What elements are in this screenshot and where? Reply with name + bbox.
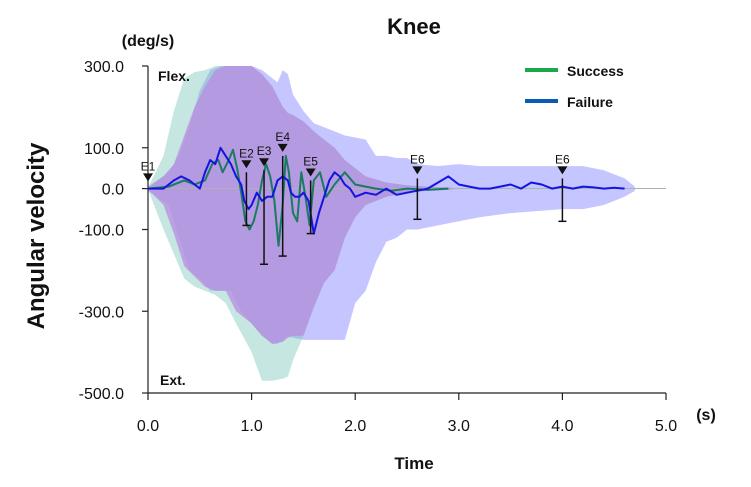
x-tick-label: 5.0 (655, 418, 677, 435)
x-unit-label: (s) (696, 407, 716, 424)
event-label: E6 (410, 152, 425, 166)
y-unit-label: (deg/s) (122, 33, 174, 50)
event-marker-triangle (412, 166, 423, 175)
x-ticks: 0.0 1.0 2.0 3.0 4.0 5.0 (137, 393, 677, 435)
line-success (147, 148, 449, 247)
event-label: E4 (275, 130, 290, 144)
event-marker-triangle (143, 173, 153, 182)
x-tick-label: 1.0 (240, 418, 262, 435)
event-marker-triangle (557, 166, 568, 175)
y-tick-label: -500.0 (79, 386, 124, 403)
x-axis-title: Time (394, 454, 433, 473)
series-lines (147, 146, 625, 247)
band-overlap (148, 66, 459, 344)
y-tick-label: 100.0 (84, 141, 124, 158)
legend: Success Failure (525, 63, 624, 110)
y-tick-label: -300.0 (79, 304, 124, 321)
y-tick-label: 300.0 (84, 59, 124, 76)
chart-title: Knee (387, 14, 441, 39)
event-label: E1 (141, 159, 156, 173)
y-ticks: 300.0 100.0 0.0 -100.0 -300.0 -500.0 (79, 59, 148, 403)
x-tick-label: 0.0 (137, 418, 159, 435)
y-axis-title: Angular velocity (23, 142, 50, 329)
event-marker-triangle (259, 158, 270, 167)
x-tick-label: 2.0 (344, 418, 366, 435)
std-bands (148, 66, 635, 381)
event-label: E3 (257, 144, 272, 158)
y-tick-label: 0.0 (102, 182, 124, 199)
x-tick-label: 3.0 (448, 418, 470, 435)
event-label: E2 (239, 146, 254, 160)
extension-annotation: Ext. (160, 372, 186, 388)
x-tick-label: 4.0 (551, 418, 573, 435)
y-tick-label: -100.0 (79, 223, 124, 240)
event-marker-triangle (241, 160, 252, 169)
flexion-annotation: Flex. (158, 68, 190, 84)
legend-label-success: Success (567, 63, 624, 79)
event-label: E6 (555, 152, 570, 166)
event-marker-triangle (305, 168, 316, 177)
event-marker-triangle (277, 143, 288, 152)
event-label: E5 (303, 154, 318, 168)
line-failure (148, 146, 625, 235)
legend-label-failure: Failure (567, 94, 613, 110)
